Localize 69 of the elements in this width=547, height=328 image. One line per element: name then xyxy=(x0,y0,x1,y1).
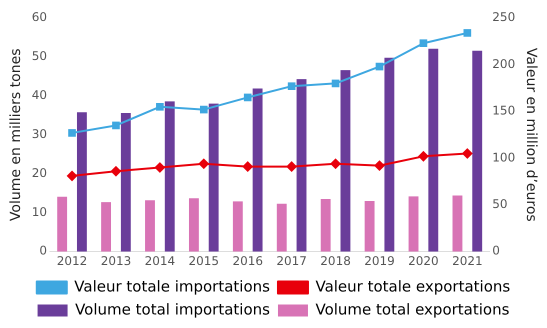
bar xyxy=(296,79,306,252)
point xyxy=(112,122,120,130)
bar xyxy=(320,199,331,252)
bar xyxy=(101,202,112,252)
y-tick-label: 10 xyxy=(32,204,48,219)
x-tick-label: 2012 xyxy=(56,254,88,268)
bar xyxy=(472,50,482,252)
y2-tick-label: 150 xyxy=(492,104,516,118)
y2-tick-label: 50 xyxy=(492,197,508,212)
x-tick-label: 2021 xyxy=(452,254,483,268)
bar xyxy=(452,196,462,252)
bar xyxy=(276,204,287,252)
legend-label: Volume total exportations xyxy=(315,300,510,318)
bar xyxy=(120,113,131,252)
point xyxy=(418,151,428,162)
point xyxy=(376,62,384,70)
bar xyxy=(384,58,394,252)
bar xyxy=(188,198,199,252)
y-tick-label: 30 xyxy=(32,126,48,141)
point xyxy=(464,29,472,37)
y-tick-label: 50 xyxy=(32,49,48,64)
point xyxy=(68,129,76,137)
y2-axis-title: Valeur en million d’euros xyxy=(522,48,539,222)
point xyxy=(67,170,78,181)
point xyxy=(374,160,384,171)
y2-tick-label: 100 xyxy=(492,150,516,164)
x-tick-label: 2018 xyxy=(320,254,351,268)
point xyxy=(156,102,164,111)
point xyxy=(154,162,165,173)
bar xyxy=(164,101,175,252)
x-tick-label: 2017 xyxy=(276,254,307,268)
point xyxy=(332,80,340,88)
legend-label: Valeur totale exportations xyxy=(315,277,510,296)
x-tick-label: 2015 xyxy=(188,254,220,268)
x-tick-label: 2020 xyxy=(408,254,439,268)
y2-tick-label: 0 xyxy=(492,244,500,258)
point xyxy=(420,39,428,48)
point xyxy=(198,158,209,169)
y-tick-label: 60 xyxy=(32,10,48,24)
bar xyxy=(364,200,375,252)
bar xyxy=(76,112,87,252)
point xyxy=(244,94,252,102)
x-tick-label: 2014 xyxy=(144,254,176,268)
bar xyxy=(232,201,243,252)
bar xyxy=(208,104,219,252)
y-tick-label: 0 xyxy=(39,244,48,258)
bar xyxy=(428,48,438,252)
bar xyxy=(408,196,418,252)
point xyxy=(288,82,296,90)
legend-label: Volume total importations xyxy=(75,300,270,318)
y-axis-title: Volume en milliers tones xyxy=(8,48,24,222)
y2-tick-label: 250 xyxy=(492,10,516,24)
y-tick-label: 40 xyxy=(32,88,48,102)
bar xyxy=(252,88,263,252)
point xyxy=(330,158,341,169)
point xyxy=(200,106,208,114)
bar xyxy=(57,196,68,252)
x-tick-label: 2013 xyxy=(100,254,132,268)
bar xyxy=(340,70,350,252)
y-tick-label: 20 xyxy=(32,166,48,180)
legend-label: Valeur totale importations xyxy=(74,277,270,296)
bar xyxy=(145,200,155,252)
point xyxy=(286,162,297,172)
y2-tick-label: 200 xyxy=(492,56,516,71)
x-tick-label: 2016 xyxy=(232,254,263,268)
point xyxy=(110,166,121,176)
point xyxy=(462,148,472,158)
point xyxy=(242,162,253,172)
x-tick-label: 2019 xyxy=(364,254,395,268)
